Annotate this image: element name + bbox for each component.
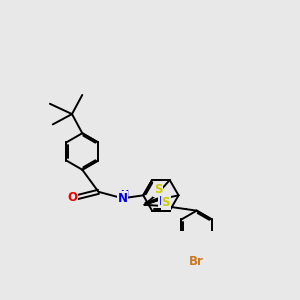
Text: O: O xyxy=(68,190,78,204)
Text: N: N xyxy=(159,195,169,208)
Text: H: H xyxy=(120,190,128,200)
Text: S: S xyxy=(154,183,162,196)
Text: S: S xyxy=(161,196,170,209)
Text: N: N xyxy=(118,192,128,205)
Text: Br: Br xyxy=(189,255,204,268)
